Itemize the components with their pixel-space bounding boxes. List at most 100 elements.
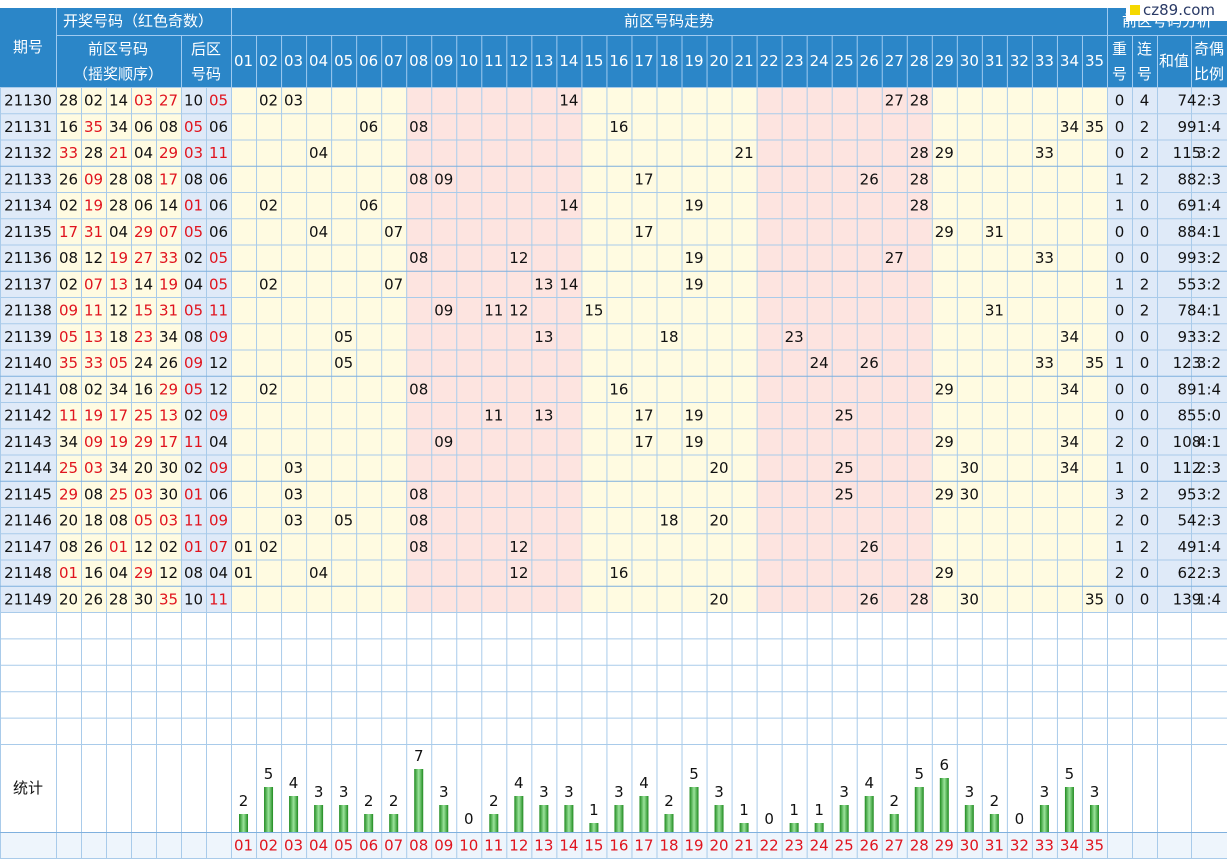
- period: 21140: [4, 354, 52, 372]
- front-number: 03: [134, 485, 153, 503]
- period: 21136: [4, 249, 52, 267]
- trend-number: 27: [885, 92, 904, 110]
- front-number: 29: [134, 433, 153, 451]
- trend-number: 07: [384, 223, 403, 241]
- count-bar: [1064, 787, 1074, 832]
- odd-even-ratio: 1:4: [1197, 380, 1221, 398]
- front-number: 19: [109, 249, 128, 267]
- trend-number: 11: [484, 407, 503, 425]
- sum-value: 54: [1177, 512, 1196, 530]
- trend-number: 25: [835, 485, 854, 503]
- trend-number: 04: [309, 564, 328, 582]
- front-number: 19: [84, 407, 103, 425]
- back-number: 11: [209, 302, 228, 320]
- period: 21144: [4, 459, 52, 477]
- header-back: 后区: [191, 40, 221, 58]
- count-label: 5: [264, 765, 274, 783]
- front-number: 04: [134, 144, 153, 162]
- header-ratio: 比例: [1194, 65, 1224, 83]
- count-label: 1: [739, 801, 749, 819]
- repeat-count: 0: [1115, 328, 1125, 346]
- trend-number: 20: [710, 590, 729, 608]
- back-number: 06: [209, 197, 228, 215]
- count-bar: [314, 805, 324, 832]
- count-bar: [989, 814, 999, 832]
- sum-value: 55: [1177, 275, 1196, 293]
- footer-number: 34: [1060, 837, 1079, 855]
- footer-number: 04: [309, 837, 328, 855]
- consec-count: 0: [1140, 223, 1150, 241]
- front-number: 30: [134, 590, 153, 608]
- header-draw: 开奖号码（红色奇数）: [63, 12, 213, 30]
- front-number: 08: [134, 170, 153, 188]
- footer-number: 30: [960, 837, 979, 855]
- logo-bg: [1126, 0, 1227, 21]
- header-number: 21: [735, 52, 754, 70]
- front-number: 02: [84, 92, 103, 110]
- count-bar: [339, 805, 349, 832]
- front-number: 03: [134, 92, 153, 110]
- back-number: 05: [209, 92, 228, 110]
- consec-count: 2: [1140, 485, 1150, 503]
- count-label: 3: [339, 783, 349, 801]
- sum-value: 78: [1177, 302, 1196, 320]
- footer-number: 20: [710, 837, 729, 855]
- header-front: 前区号码: [88, 40, 148, 58]
- back-number: 05: [209, 249, 228, 267]
- period: 21135: [4, 223, 52, 241]
- header-number: 23: [785, 52, 804, 70]
- front-number: 29: [59, 485, 78, 503]
- footer-number: 06: [359, 837, 378, 855]
- front-number: 08: [59, 249, 78, 267]
- odd-even-ratio: 3:2: [1197, 485, 1221, 503]
- trend-number: 05: [334, 512, 353, 530]
- front-number: 07: [84, 275, 103, 293]
- trend-number: 16: [609, 380, 628, 398]
- trend-number: 15: [584, 302, 603, 320]
- front-number: 12: [134, 538, 153, 556]
- count-label: 3: [314, 783, 324, 801]
- footer-number: 11: [484, 837, 503, 855]
- front-number: 16: [59, 118, 78, 136]
- count-label: 3: [965, 783, 975, 801]
- front-number: 31: [84, 223, 103, 241]
- back-number: 12: [209, 354, 228, 372]
- header-number: 02: [259, 52, 278, 70]
- sum-value: 74: [1177, 92, 1196, 110]
- front-number: 26: [59, 170, 78, 188]
- sum-value: 49: [1177, 538, 1196, 556]
- header-number: 08: [409, 52, 428, 70]
- consec-count: 2: [1140, 302, 1150, 320]
- back-number: 04: [209, 564, 228, 582]
- sum-value: 95: [1177, 485, 1196, 503]
- footer-number: 31: [985, 837, 1004, 855]
- front-number: 19: [159, 275, 178, 293]
- count-bar: [414, 769, 424, 832]
- count-label: 2: [664, 792, 674, 810]
- footer-bg: [0, 832, 1227, 858]
- count-bar: [439, 805, 449, 832]
- back-number: 04: [209, 433, 228, 451]
- count-label: 4: [289, 774, 299, 792]
- header-number: 28: [910, 52, 929, 70]
- odd-even-ratio: 3:2: [1197, 328, 1221, 346]
- sum-value: 89: [1177, 380, 1196, 398]
- trend-number: 03: [284, 485, 303, 503]
- count-bar: [864, 796, 874, 832]
- trend-number: 26: [860, 354, 879, 372]
- sum-value: 99: [1177, 118, 1196, 136]
- footer-number: 19: [684, 837, 703, 855]
- consec-count: 2: [1140, 275, 1150, 293]
- count-label: 7: [414, 747, 424, 765]
- front-number: 30: [159, 459, 178, 477]
- front-number: 04: [109, 223, 128, 241]
- front-number: 20: [134, 459, 153, 477]
- trend-number: 34: [1060, 433, 1079, 451]
- trend-number: 24: [810, 354, 829, 372]
- front-number: 29: [159, 380, 178, 398]
- trend-number: 20: [710, 459, 729, 477]
- count-label: 1: [589, 801, 599, 819]
- front-number: 11: [59, 407, 78, 425]
- count-label: 6: [940, 756, 950, 774]
- count-bar: [789, 823, 799, 832]
